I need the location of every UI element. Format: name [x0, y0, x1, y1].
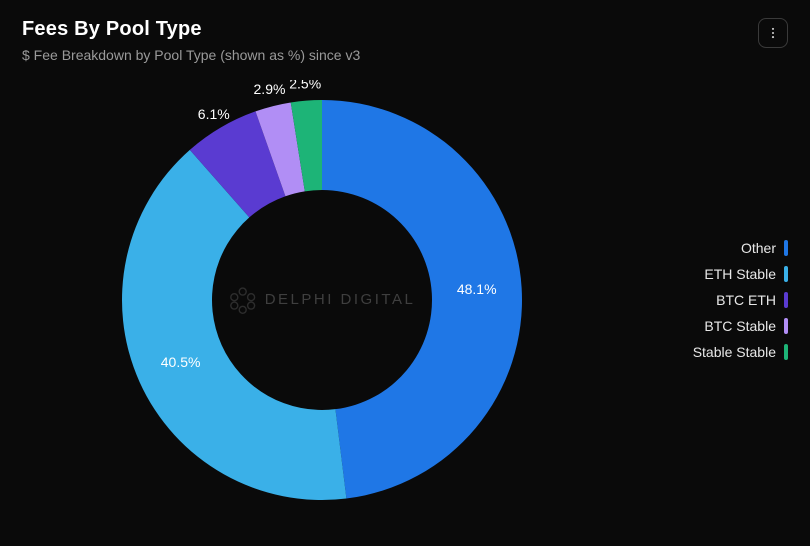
more-vertical-icon: [766, 26, 780, 40]
legend-item[interactable]: BTC ETH: [693, 292, 788, 308]
legend-item[interactable]: ETH Stable: [693, 266, 788, 282]
legend-swatch: [784, 266, 788, 282]
donut-chart: 48.1%40.5%6.1%2.9%2.5% DELPHI DIGITAL: [102, 80, 542, 520]
legend-swatch: [784, 292, 788, 308]
legend-label: ETH Stable: [704, 266, 776, 282]
legend: Other ETH Stable BTC ETH BTC Stable Stable S…: [693, 240, 788, 360]
slice-label: 2.9%: [254, 81, 286, 97]
card-body: 48.1%40.5%6.1%2.9%2.5% DELPHI DIGITAL Ot…: [22, 63, 788, 536]
legend-swatch: [784, 344, 788, 360]
donut-slice[interactable]: [322, 100, 522, 499]
title-block: Fees By Pool Type $ Fee Breakdown by Poo…: [22, 18, 360, 63]
slice-label: 2.5%: [289, 80, 321, 91]
legend-label: Stable Stable: [693, 344, 776, 360]
legend-swatch: [784, 240, 788, 256]
slice-label: 40.5%: [161, 354, 201, 370]
legend-label: BTC Stable: [704, 318, 776, 334]
donut-svg: 48.1% 40.5% 6.1% 2.9%2.5%: [102, 80, 542, 520]
slice-label: 6.1%: [198, 106, 230, 122]
legend-label: BTC ETH: [716, 292, 776, 308]
legend-swatch: [784, 318, 788, 334]
slice-label: 48.1%: [457, 281, 497, 297]
chart-title: Fees By Pool Type: [22, 18, 360, 41]
legend-item[interactable]: Other: [693, 240, 788, 256]
donut-slice[interactable]: [122, 149, 346, 499]
legend-label: Other: [741, 240, 776, 256]
legend-item[interactable]: BTC Stable: [693, 318, 788, 334]
card-header: Fees By Pool Type $ Fee Breakdown by Poo…: [22, 18, 788, 63]
legend-item[interactable]: Stable Stable: [693, 344, 788, 360]
chart-subtitle: $ Fee Breakdown by Pool Type (shown as %…: [22, 47, 360, 63]
more-options-button[interactable]: [758, 18, 788, 48]
chart-card: Fees By Pool Type $ Fee Breakdown by Poo…: [0, 0, 810, 546]
